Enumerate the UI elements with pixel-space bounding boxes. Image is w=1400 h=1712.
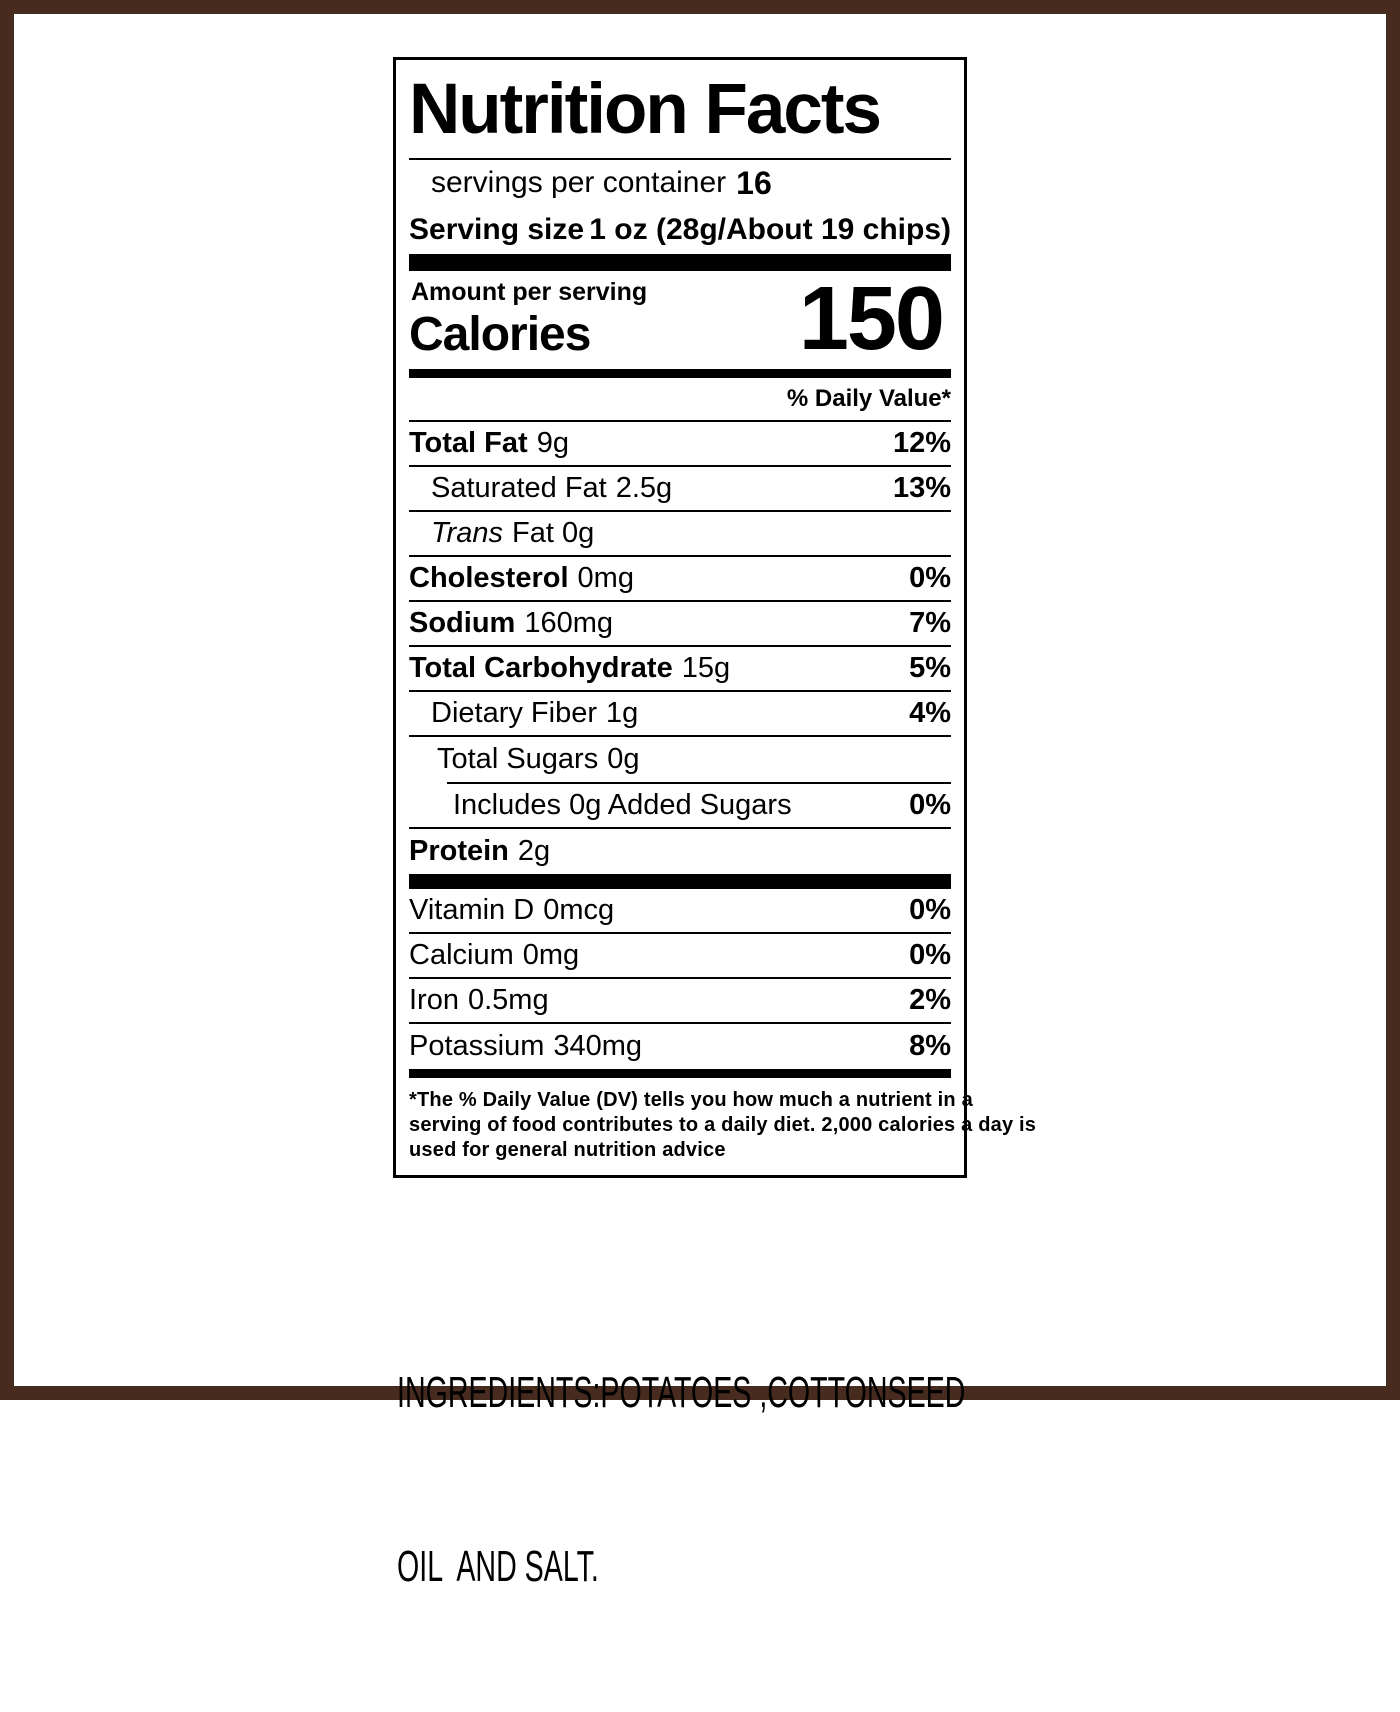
footnote-line: serving of food contributes to a daily d… <box>409 1114 1037 1136</box>
calories-section: Amount per serving Calories 150 <box>409 271 951 369</box>
nutrient-row-trans-fat: Trans Fat 0g <box>409 512 951 557</box>
thick-divider-bar <box>409 874 951 889</box>
indented-divider <box>447 782 951 784</box>
micronutrient-row-vitamin-d: Vitamin D 0mcg 0% <box>409 889 951 934</box>
amount-per-serving-label: Amount per serving <box>411 278 648 306</box>
micronutrient-row-iron: Iron 0.5mg 2% <box>409 979 951 1024</box>
micronutrient-row-calcium: Calcium 0mg 0% <box>409 934 951 979</box>
nutrient-row-protein: Protein 2g <box>409 835 551 867</box>
calories-label: Calories <box>409 308 591 361</box>
serving-size-row: Serving size 1 oz (28g/About 19 chips) <box>409 206 951 254</box>
nutrient-row-total-sugars: Total Sugars 0g <box>437 743 640 775</box>
label-title: Nutrition Facts <box>409 70 882 149</box>
servings-per-container-row: servings per container 16 <box>409 160 951 206</box>
nutrient-row-dietary-fiber: Dietary Fiber 1g 4% <box>409 692 951 737</box>
nutrient-row-added-sugars: Includes 0g Added Sugars 0% <box>409 784 951 829</box>
daily-value-header: % Daily Value* <box>409 378 951 422</box>
medium-divider-bar <box>409 1069 951 1078</box>
nutrient-row-sodium: Sodium 160mg 7% <box>409 602 951 647</box>
ingredients-line: OIL AND SALT. <box>397 1542 599 1591</box>
nutrient-row-saturated-fat: Saturated Fat 2.5g 13% <box>409 467 951 512</box>
nutrition-facts-label: Nutrition Facts servings per container 1… <box>393 57 1037 1178</box>
nutrient-row-total-carbohydrate: Total Carbohydrate 15g 5% <box>409 647 951 692</box>
nutrient-row-cholesterol: Cholesterol 0mg 0% <box>409 557 951 602</box>
nutrient-row-total-fat: Total Fat 9g 12% <box>409 422 951 467</box>
medium-divider-bar <box>409 369 951 378</box>
micronutrient-row-potassium: Potassium 340mg 8% <box>409 1030 951 1062</box>
thick-divider-bar <box>409 254 951 271</box>
daily-value-footnote: *The % Daily Value (DV) tells you how mu… <box>409 1078 1037 1163</box>
serving-size-label: Serving size <box>409 213 585 246</box>
ingredients-line: INGREDIENTS:POTATOES ,COTTONSEED <box>397 1368 966 1417</box>
divider <box>409 158 951 160</box>
servings-per-container-value: 16 <box>736 164 772 201</box>
ingredients-text: INGREDIENTS:POTATOES ,COTTONSEED OIL AND… <box>397 1248 965 1712</box>
photo-frame: Nutrition Facts servings per container 1… <box>0 0 1400 1591</box>
footnote-line: *The % Daily Value (DV) tells you how mu… <box>409 1089 973 1111</box>
footnote-line: used for general nutrition advice <box>409 1139 726 1161</box>
calories-value: 150 <box>798 269 945 369</box>
serving-size-value: 1 oz (28g/About 19 chips) <box>589 213 951 246</box>
servings-per-container-label: servings per container <box>431 166 727 199</box>
